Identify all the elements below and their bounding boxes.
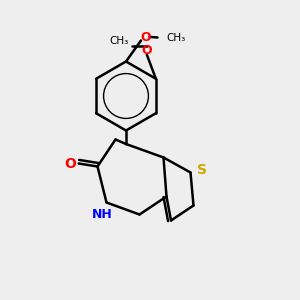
Text: CH₃: CH₃ bbox=[110, 36, 129, 46]
Text: S: S bbox=[197, 163, 207, 176]
Text: O: O bbox=[142, 44, 152, 57]
Text: CH₃: CH₃ bbox=[167, 32, 186, 43]
Text: NH: NH bbox=[92, 208, 112, 221]
Text: O: O bbox=[140, 31, 151, 44]
Text: O: O bbox=[64, 157, 76, 170]
